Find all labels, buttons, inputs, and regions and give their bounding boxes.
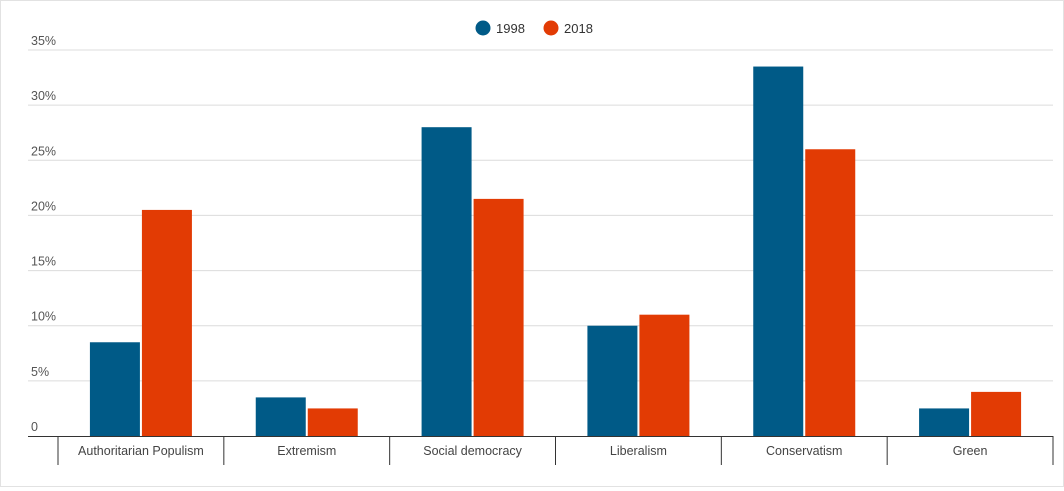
- y-tick-label: 20%: [31, 199, 56, 213]
- bar-2018-0: [141, 209, 192, 436]
- bar-1998-3: [587, 325, 638, 436]
- bar-2018-3: [639, 314, 690, 436]
- bar-1998-1: [255, 397, 306, 436]
- x-tick-label: Conservatism: [766, 444, 842, 458]
- y-tick-label: 25%: [31, 144, 56, 158]
- x-tick-label: Social democracy: [423, 444, 522, 458]
- y-tick-label: 15%: [31, 255, 56, 269]
- x-tick-label: Extremism: [277, 444, 336, 458]
- y-tick-label: 10%: [31, 310, 56, 324]
- legend-label-1998: 1998: [496, 21, 525, 36]
- y-axis-ticks: 0 5% 10% 15% 20% 25% 30% 35%: [31, 34, 56, 434]
- y-tick-label: 30%: [31, 89, 56, 103]
- legend-swatch-1998: [475, 20, 491, 36]
- bars: [89, 66, 1022, 437]
- grid-lines: [28, 49, 1053, 382]
- bar-1998-2: [421, 127, 472, 436]
- bar-2018-1: [307, 408, 358, 436]
- bar-2018-4: [805, 149, 856, 436]
- x-tick-label: Liberalism: [610, 444, 667, 458]
- x-tick-label: Authoritarian Populism: [78, 444, 204, 458]
- bar-2018-5: [971, 391, 1022, 436]
- legend: 1998 2018: [475, 20, 593, 36]
- x-tick-label: Green: [953, 444, 988, 458]
- y-tick-label: 0: [31, 420, 38, 434]
- bar-1998-5: [919, 408, 970, 436]
- legend-label-2018: 2018: [564, 21, 593, 36]
- bar-1998-0: [89, 342, 140, 436]
- bar-2018-2: [473, 198, 524, 436]
- legend-swatch-2018: [543, 20, 559, 36]
- x-axis: Authoritarian Populism Extremism Social de…: [28, 436, 1054, 465]
- y-tick-label: 5%: [31, 365, 49, 379]
- y-tick-label: 35%: [31, 34, 56, 48]
- bar-1998-4: [753, 66, 804, 437]
